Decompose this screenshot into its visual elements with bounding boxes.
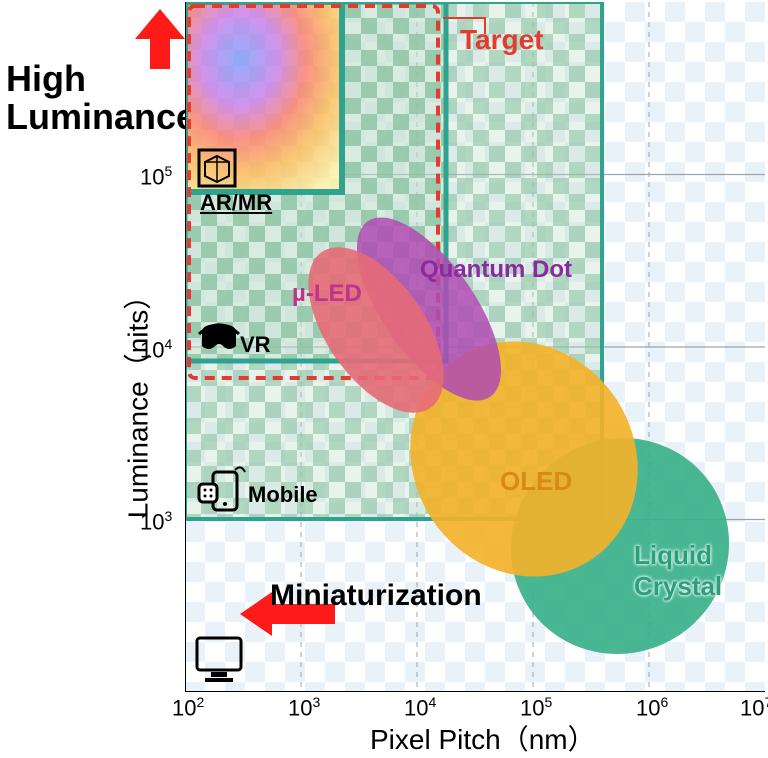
target-label: Target [460,24,544,56]
oled-label: OLED [500,466,572,497]
ytick-1e4: 104 [140,336,172,363]
qdot-label: Quantum Dot [420,256,572,284]
y-axis-title: Luminance（nits） [116,282,156,519]
uled-label: µ-LED [292,280,362,308]
x-axis-title: Pixel Pitch（nm） [370,718,596,758]
xtick-1e3: 103 [288,694,320,721]
miniaturization-label: Miniaturization [270,580,482,612]
lc-label: Liquid Crystal [634,540,722,602]
vr-label: VR [240,332,271,358]
xtick-1e6: 106 [636,694,668,721]
display-tech-chart: Luminance（nits） Pixel Pitch（nm） High Lum… [0,0,768,753]
xtick-1e5: 105 [520,694,552,721]
xtick-1e4: 104 [404,694,436,721]
arrow-up-icon [130,4,190,74]
mobile-label: Mobile [248,482,318,508]
xtick-1e7: 107 [740,694,768,721]
armr-label: AR/MR [200,190,272,216]
xtick-1e2: 102 [172,694,204,721]
ytick-1e3: 103 [140,508,172,535]
ytick-1e5: 105 [140,163,172,190]
